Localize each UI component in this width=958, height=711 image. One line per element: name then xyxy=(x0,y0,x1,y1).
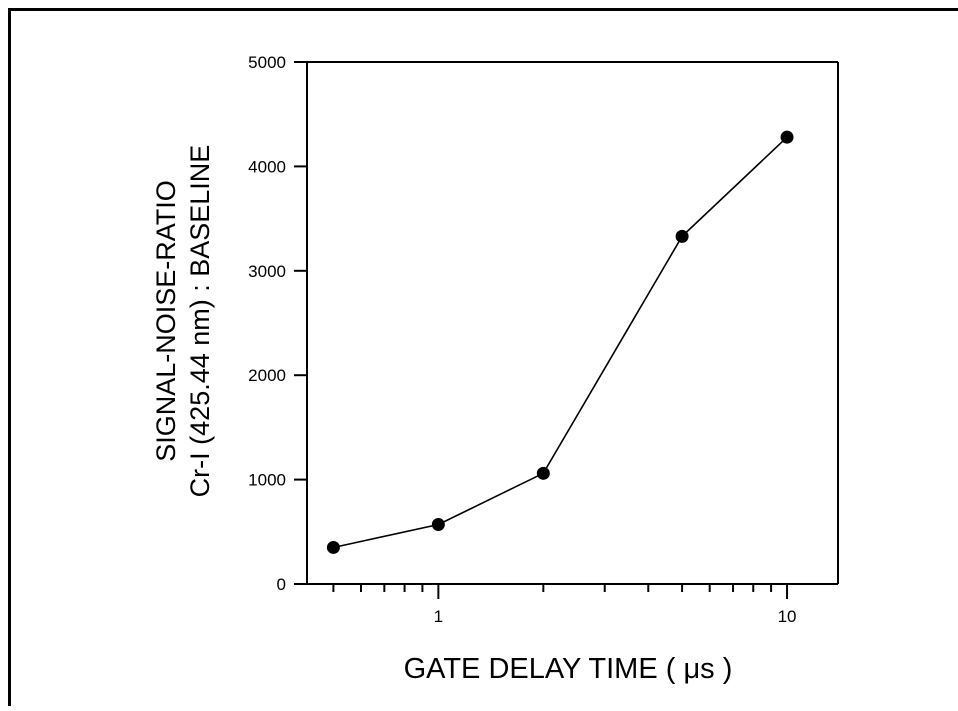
data-point xyxy=(536,466,550,480)
axes xyxy=(306,61,839,585)
frame-top-border xyxy=(8,8,958,11)
x-ticks: 1 10 xyxy=(332,584,797,626)
y-tick-label: 2000 xyxy=(248,366,286,385)
y-tick-label: 3000 xyxy=(248,262,286,281)
series-line xyxy=(333,136,788,549)
y-axis-label-line-1: SIGNAL-NOISE-RATIO xyxy=(151,180,181,462)
y-ticks: 0 1000 2000 3000 4000 5000 xyxy=(248,53,307,594)
x-axis-label: GATE DELAY TIME ( μs ) xyxy=(404,653,733,685)
series xyxy=(326,130,794,554)
data-point xyxy=(431,517,445,531)
x-tick-label: 1 xyxy=(434,607,443,626)
x-tick-label: 10 xyxy=(778,607,797,626)
data-point xyxy=(780,130,794,144)
data-point xyxy=(675,229,689,243)
y-tick-label: 1000 xyxy=(248,471,286,490)
data-point xyxy=(326,540,340,554)
y-tick-label: 4000 xyxy=(248,157,286,176)
y-tick-label: 0 xyxy=(277,575,286,594)
y-axis-label-line-2: Cr-I (425.44 nm) : BASELINE xyxy=(185,145,215,498)
y-tick-label: 5000 xyxy=(248,53,286,72)
frame-left-border xyxy=(8,8,11,706)
